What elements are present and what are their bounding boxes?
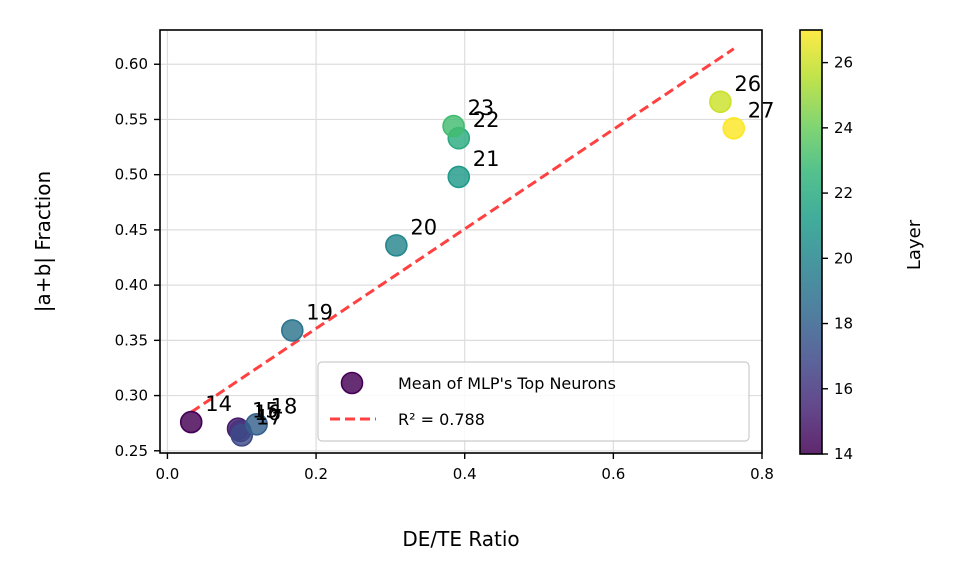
colorbar: 14 16 18 20 22 24 26 Layer [799, 29, 925, 463]
point-label-layer-16: 16 [254, 401, 281, 425]
point-label-layer-21: 21 [473, 147, 500, 171]
x-tick-label: 0.4 [453, 465, 477, 483]
colorbar-tick-label: 22 [834, 184, 853, 202]
point-label-layer-22: 22 [473, 108, 500, 132]
y-tick-label: 0.25 [115, 442, 148, 460]
point-layer-27 [722, 116, 746, 140]
x-tick-label: 0.0 [156, 465, 180, 483]
point-layer-14 [179, 410, 203, 434]
point-label-layer-23: 23 [468, 96, 495, 120]
fit-line-layer [190, 47, 735, 414]
point-label-layer-20: 20 [410, 215, 437, 239]
colorbar-tick-label: 26 [834, 54, 853, 72]
point-label-layer-15: 15 [252, 399, 279, 423]
fit-line [190, 47, 735, 414]
y-tick-label: 0.45 [115, 221, 148, 239]
point-layer-20 [385, 234, 408, 257]
point-label-layer-17: 17 [256, 405, 283, 429]
colorbar-tick-label: 20 [834, 249, 853, 267]
y-tick-label: 0.55 [115, 110, 148, 128]
point-label-layer-26: 26 [734, 72, 761, 96]
point-layer-21 [447, 165, 471, 189]
x-axis-ticks: 0.0 0.2 0.4 0.6 0.8 [156, 453, 774, 483]
point-layer-18 [245, 412, 268, 436]
legend-marker-neurons [340, 371, 364, 395]
colorbar-tick-label: 24 [834, 119, 853, 137]
point-layer-19 [280, 319, 304, 342]
scatter-points [179, 90, 746, 447]
y-tick-label: 0.30 [115, 387, 148, 405]
point-label-layer-18: 18 [271, 394, 298, 418]
point-label-layer-27: 27 [748, 98, 775, 122]
colorbar-tick-label: 16 [834, 380, 853, 398]
x-tick-label: 0.6 [601, 465, 625, 483]
colorbar-gradient [799, 29, 823, 455]
y-tick-label: 0.40 [115, 276, 148, 294]
plot-frame [159, 29, 763, 454]
y-tick-label: 0.60 [115, 55, 148, 73]
y-tick-label: 0.35 [115, 331, 148, 349]
point-layer-23 [442, 114, 465, 138]
colorbar-ticks: 14 16 18 20 22 24 26 [822, 54, 853, 463]
point-layer-26 [709, 90, 732, 114]
legend-box [317, 361, 750, 442]
colorbar-tick-label: 18 [834, 315, 853, 333]
legend: Mean of MLP's Top Neurons R² = 0.788 [317, 361, 750, 442]
legend-label-neurons: Mean of MLP's Top Neurons [398, 374, 616, 393]
colorbar-tick-label: 14 [834, 445, 853, 463]
point-label-layer-19: 19 [306, 300, 333, 324]
x-tick-label: 0.8 [750, 465, 774, 483]
y-tick-label: 0.50 [115, 166, 148, 184]
y-axis-ticks: 0.25 0.30 0.35 0.40 0.45 0.50 0.55 0.60 [115, 55, 160, 460]
x-axis-label: DE/TE Ratio [402, 527, 519, 551]
legend-label-fit: R² = 0.788 [398, 410, 485, 429]
y-axis-label: |a+b| Fraction [31, 171, 55, 312]
colorbar-label: Layer [904, 219, 925, 270]
x-tick-label: 0.2 [304, 465, 328, 483]
point-label-layer-14: 14 [205, 392, 232, 416]
